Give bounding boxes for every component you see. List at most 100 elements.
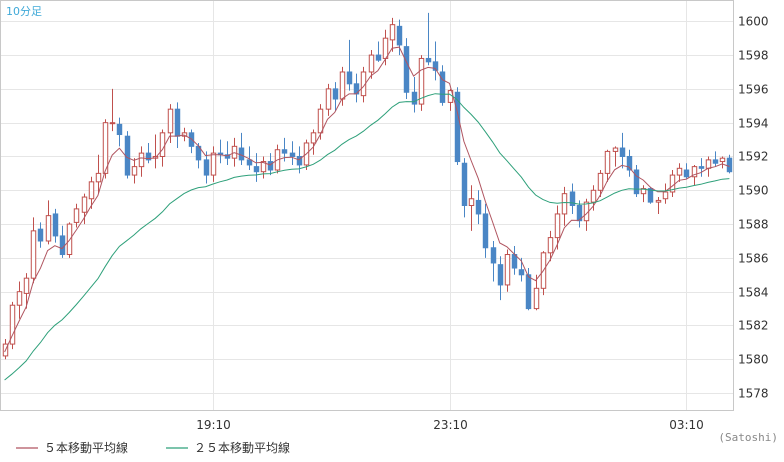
- candle-down: [396, 19, 403, 56]
- candle-body: [210, 152, 217, 176]
- candle-up: [23, 273, 30, 309]
- candle-up: [504, 249, 511, 292]
- x-tick-label: 23:10: [433, 418, 468, 432]
- candle-up: [468, 185, 475, 231]
- candle-down: [37, 222, 44, 248]
- y-axis-ticks: 1578 1580 1582 1584 1586 1588 1590 1592 1594 1596…: [738, 15, 769, 401]
- candle-up: [719, 156, 726, 169]
- candle-up: [310, 129, 317, 155]
- candle-body: [339, 71, 346, 100]
- candle-body: [375, 54, 382, 61]
- candle-body: [432, 61, 439, 71]
- candle-body: [504, 254, 511, 286]
- candle-body: [461, 162, 468, 207]
- x-tick-label: 19:10: [196, 418, 231, 432]
- candle-body: [174, 108, 181, 137]
- candle-up: [418, 55, 425, 111]
- candle-body: [590, 189, 597, 203]
- candle-body: [475, 199, 482, 215]
- grid-lines: [1, 1, 733, 410]
- candle-body: [332, 88, 339, 100]
- candle-body: [45, 215, 52, 242]
- y-tick-label: 1598: [738, 49, 769, 63]
- candle-body: [533, 287, 540, 310]
- candle-body: [310, 132, 317, 144]
- candle-up: [45, 200, 52, 245]
- candle-up: [325, 83, 332, 116]
- candle-down: [525, 268, 532, 311]
- candle-body: [698, 166, 705, 169]
- candle-body: [289, 152, 296, 157]
- candle-down: [712, 151, 719, 167]
- candle-body: [368, 54, 375, 73]
- candle-body: [418, 57, 425, 105]
- ma25-line: [4, 93, 730, 381]
- candle-body: [468, 198, 475, 207]
- candle-body: [203, 159, 210, 176]
- candle-body: [253, 166, 260, 173]
- candle-up: [533, 274, 540, 311]
- candle-body: [30, 230, 37, 279]
- candle-up: [131, 158, 138, 184]
- candle-body: [576, 205, 583, 222]
- candle-up: [554, 205, 561, 250]
- candle-body: [612, 147, 619, 152]
- candle-down: [116, 117, 123, 147]
- candle-body: [655, 199, 662, 203]
- candle-down: [490, 240, 497, 282]
- y-tick-label: 1600: [738, 15, 769, 29]
- candle-up: [604, 149, 611, 182]
- candle-body: [490, 247, 497, 264]
- candle-up: [16, 281, 23, 319]
- y-tick-label: 1580: [738, 353, 769, 367]
- candle-body: [159, 132, 166, 157]
- candle-body: [81, 196, 88, 213]
- y-tick-label: 1584: [738, 286, 769, 300]
- candle-down: [375, 41, 382, 62]
- candle-body: [604, 150, 611, 174]
- candle-up: [102, 119, 109, 179]
- candle-down: [569, 183, 576, 214]
- y-tick-label: 1578: [738, 387, 769, 401]
- candle-up: [368, 50, 375, 79]
- candle-down: [403, 38, 410, 100]
- candle-up: [389, 17, 396, 52]
- candle-body: [597, 172, 604, 191]
- candle-body: [726, 157, 733, 173]
- candles: [2, 12, 733, 360]
- candle-up: [231, 137, 238, 167]
- y-tick-label: 1590: [738, 184, 769, 198]
- candle-down: [124, 131, 131, 179]
- candle-body: [131, 166, 138, 176]
- period-label: 10分足: [6, 5, 42, 18]
- y-tick-label: 1588: [738, 218, 769, 232]
- candle-body: [454, 91, 461, 163]
- candle-body: [116, 123, 123, 136]
- candle-down: [497, 256, 504, 301]
- candle-up: [88, 176, 95, 209]
- candle-body: [260, 161, 267, 173]
- candle-down: [432, 41, 439, 81]
- candle-body: [662, 191, 669, 200]
- candle-down: [246, 146, 253, 171]
- candle-body: [73, 208, 80, 223]
- legend-label: ２５本移動平均線: [194, 440, 290, 455]
- candle-up: [109, 88, 116, 132]
- candle-body: [267, 161, 274, 171]
- candle-body: [52, 213, 59, 237]
- candle-down: [332, 82, 339, 111]
- candle-down: [475, 190, 482, 225]
- candle-body: [439, 71, 446, 103]
- candle-up: [138, 146, 145, 177]
- candle-down: [289, 141, 296, 165]
- y-tick-label: 1586: [738, 252, 769, 266]
- candle-body: [23, 277, 30, 294]
- candle-up: [561, 186, 568, 226]
- candle-down: [439, 65, 446, 106]
- candle-up: [73, 203, 80, 228]
- candle-body: [281, 149, 288, 154]
- candle-up: [210, 146, 217, 182]
- candle-body: [382, 37, 389, 59]
- candle-body: [109, 122, 116, 125]
